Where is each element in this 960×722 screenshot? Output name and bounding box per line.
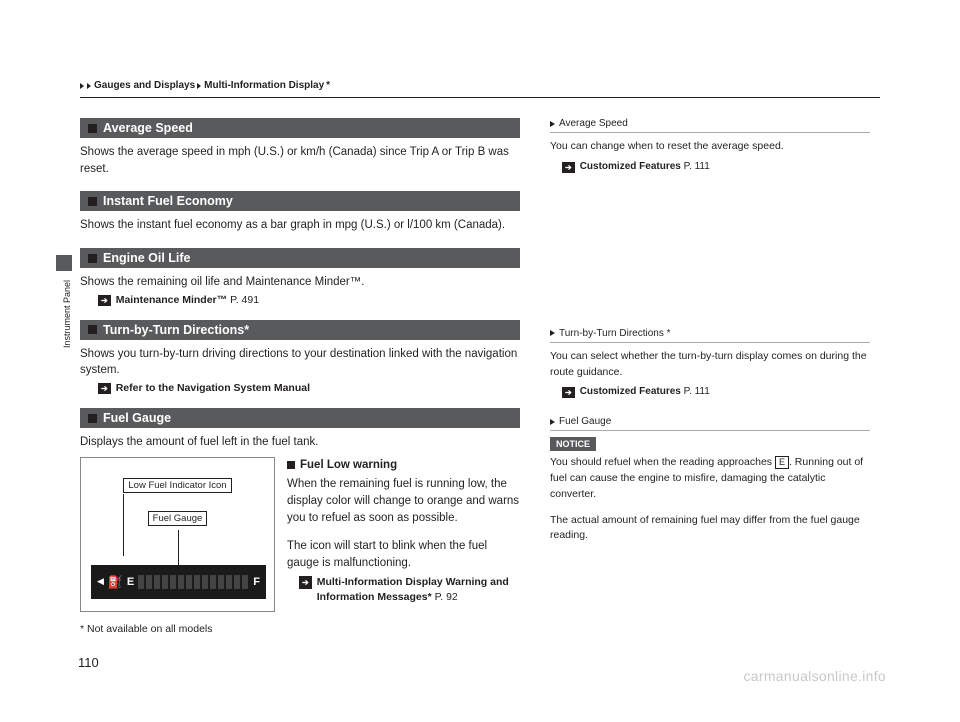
triangle-left-icon: ◀: [97, 576, 104, 587]
xref-icon: ➔: [98, 295, 111, 306]
breadcrumb: Gauges and Displays Multi-Information Di…: [80, 80, 880, 98]
footnote: * Not available on all models: [80, 623, 520, 635]
section-heading-average-speed: Average Speed: [80, 118, 520, 138]
breadcrumb-part: Gauges and Displays: [94, 80, 195, 91]
callout-low-fuel-icon: Low Fuel Indicator Icon: [123, 478, 231, 493]
cross-reference: ➔ Customized Features P. 111: [562, 386, 870, 398]
square-bullet-icon: [88, 254, 97, 263]
sidenote-body: The actual amount of remaining fuel may …: [550, 513, 870, 545]
xref-page: P. 92: [435, 591, 458, 603]
body-text: Shows the average speed in mph (U.S.) or…: [80, 144, 520, 177]
square-bullet-icon: [287, 461, 295, 469]
body-text: The icon will start to blink when the fu…: [287, 538, 520, 571]
heading-text: Average Speed: [103, 121, 193, 135]
xref-icon: ➔: [98, 383, 111, 394]
xref-label: Customized Features: [580, 161, 681, 172]
chevron-right-icon: [550, 419, 555, 425]
callout-fuel-gauge: Fuel Gauge: [148, 511, 208, 526]
fuel-segments: [138, 575, 249, 589]
square-bullet-icon: [88, 124, 97, 133]
fuel-gauge-bar: ◀ ⛽ E F: [91, 565, 266, 599]
page-content: Gauges and Displays Multi-Information Di…: [80, 80, 880, 635]
xref-label: Maintenance Minder™: [116, 294, 227, 306]
fuel-full-label: F: [253, 576, 260, 588]
callout-line: [123, 494, 124, 556]
body-text: Displays the amount of fuel left in the …: [80, 434, 520, 451]
xref-label: Multi-Information Display Warning and In…: [317, 576, 509, 603]
side-notes-column: Average Speed You can change when to res…: [550, 118, 870, 635]
fuel-gauge-diagram: Low Fuel Indicator Icon Fuel Gauge ◀ ⛽ E…: [80, 457, 275, 612]
chevron-right-icon: [80, 83, 84, 89]
xref-page: P. 491: [230, 294, 259, 306]
sidenote-title-text: Average Speed: [559, 118, 628, 129]
fuel-pump-icon: ⛽: [108, 575, 123, 589]
sidenote-title: Fuel Gauge: [550, 416, 870, 431]
heading-text: Instant Fuel Economy: [103, 194, 233, 208]
sidenote-title-text: Fuel Gauge: [559, 416, 611, 427]
breadcrumb-part: Multi-Information Display: [204, 80, 324, 91]
sidenote-body: You can select whether the turn-by-turn …: [550, 349, 870, 381]
section-heading-turn-by-turn: Turn-by-Turn Directions*: [80, 320, 520, 340]
cross-reference: ➔ Refer to the Navigation System Manual: [98, 382, 520, 394]
cross-reference: ➔ Maintenance Minder™ P. 491: [98, 294, 520, 306]
square-bullet-icon: [88, 325, 97, 334]
sidenote-title: Average Speed: [550, 118, 870, 133]
square-bullet-icon: [88, 197, 97, 206]
heading-text: Fuel Gauge: [103, 411, 171, 425]
body-text: Shows the remaining oil life and Mainten…: [80, 274, 520, 291]
watermark: carmanualsonline.info: [744, 668, 887, 684]
sub-heading: Fuel Low warning: [287, 457, 520, 474]
section-heading-fuel-gauge: Fuel Gauge: [80, 408, 520, 428]
page-number: 110: [78, 655, 99, 670]
notice-badge: NOTICE: [550, 437, 596, 451]
xref-page: P. 111: [684, 161, 710, 172]
section-heading-instant-fuel: Instant Fuel Economy: [80, 191, 520, 211]
xref-label: Refer to the Navigation System Manual: [116, 382, 310, 394]
sidenote-average-speed: Average Speed You can change when to res…: [550, 118, 870, 173]
sidenote-body: You should refuel when the reading appro…: [550, 455, 870, 502]
xref-page: P. 111: [684, 386, 710, 397]
body-text: Shows the instant fuel economy as a bar …: [80, 217, 520, 234]
section-heading-oil-life: Engine Oil Life: [80, 248, 520, 268]
sidenote-title-text: Turn-by-Turn Directions *: [559, 328, 671, 339]
chevron-right-icon: [197, 83, 201, 89]
chevron-right-icon: [87, 83, 91, 89]
keycap-e: E: [775, 456, 789, 469]
text-part: You should refuel when the reading appro…: [550, 456, 775, 468]
cross-reference: ➔ Customized Features P. 111: [562, 161, 870, 173]
body-text: When the remaining fuel is running low, …: [287, 476, 520, 526]
heading-text: Turn-by-Turn Directions*: [103, 323, 249, 337]
vertical-section-label: Instrument Panel: [62, 280, 72, 348]
sidenote-turn-by-turn: Turn-by-Turn Directions * You can select…: [550, 328, 870, 399]
cross-reference: ➔ Multi-Information Display Warning and …: [299, 575, 520, 605]
body-text: Shows you turn-by-turn driving direction…: [80, 346, 520, 379]
section-tab: [56, 255, 72, 271]
fuel-empty-label: E: [127, 576, 134, 588]
callout-line: [178, 530, 179, 566]
xref-label: Customized Features: [580, 386, 681, 397]
xref-icon: ➔: [562, 387, 575, 398]
square-bullet-icon: [88, 414, 97, 423]
chevron-right-icon: [550, 330, 555, 336]
heading-text: Engine Oil Life: [103, 251, 191, 265]
main-column: Average Speed Shows the average speed in…: [80, 118, 520, 635]
xref-icon: ➔: [562, 162, 575, 173]
fuel-low-warning-block: Fuel Low warning When the remaining fuel…: [287, 457, 520, 619]
sub-heading-text: Fuel Low warning: [300, 457, 397, 474]
breadcrumb-asterisk: *: [326, 80, 330, 91]
chevron-right-icon: [550, 121, 555, 127]
sidenote-body: You can change when to reset the average…: [550, 139, 870, 155]
sidenote-fuel-gauge: Fuel Gauge NOTICE You should refuel when…: [550, 416, 870, 544]
xref-icon: ➔: [299, 576, 312, 590]
sidenote-title: Turn-by-Turn Directions *: [550, 328, 870, 343]
